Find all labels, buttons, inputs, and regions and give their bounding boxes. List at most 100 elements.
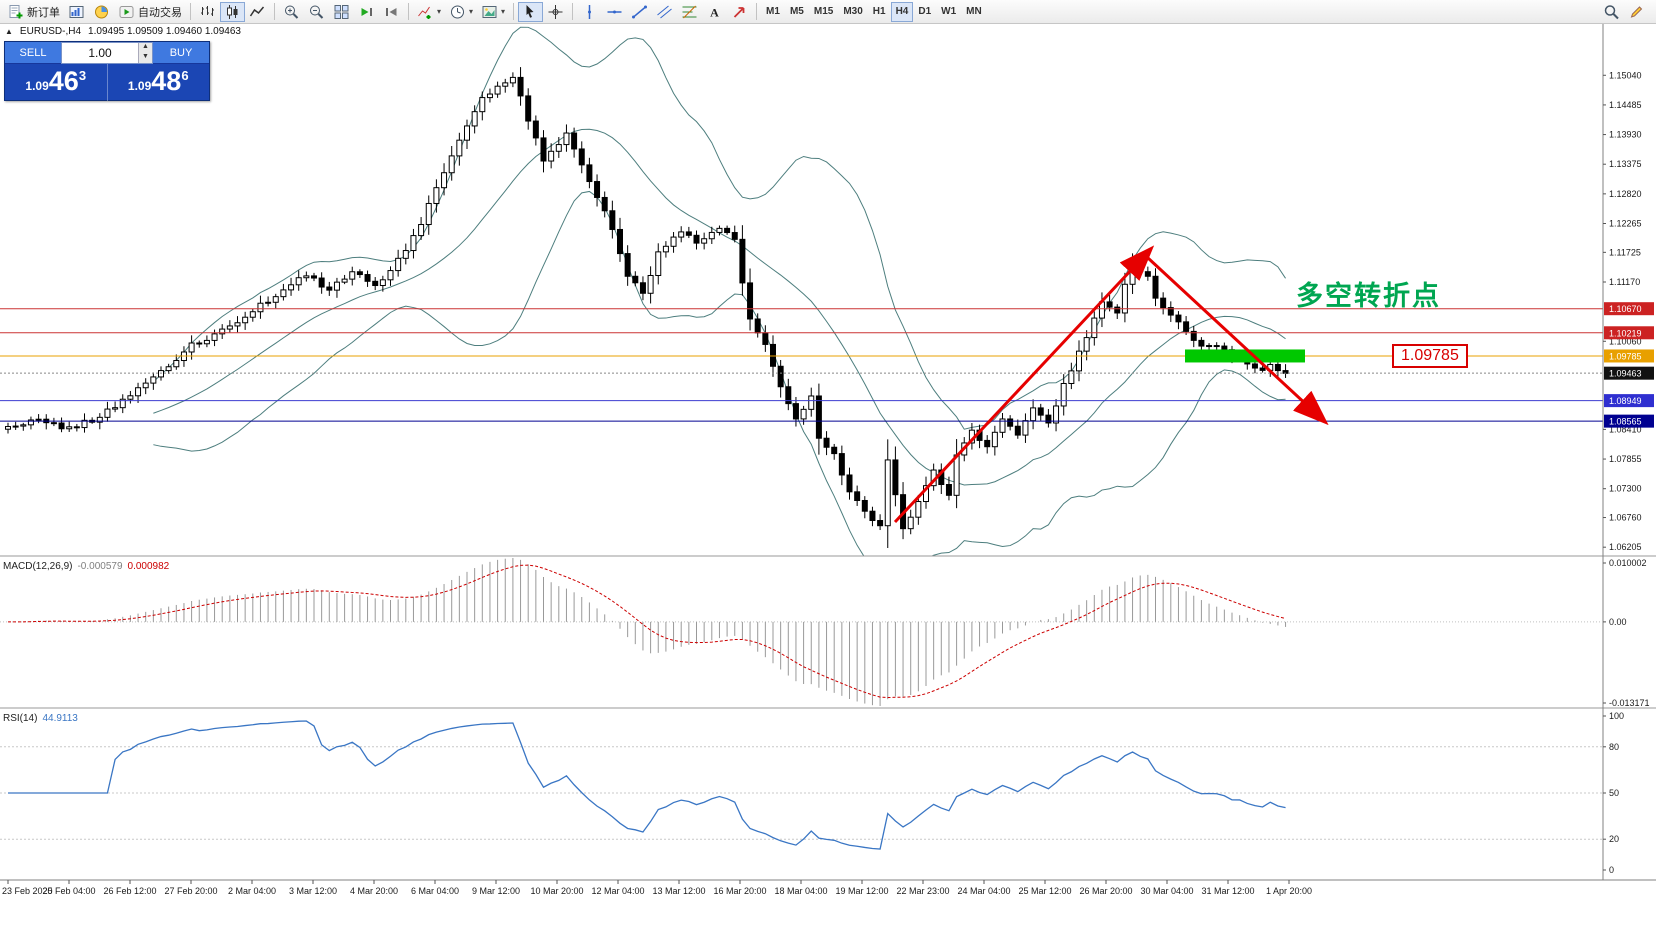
svg-text:31 Mar 12:00: 31 Mar 12:00 (1201, 886, 1254, 896)
fibonacci-icon (681, 4, 698, 20)
new-order-button[interactable]: 新订单 (3, 2, 64, 22)
zoom-in-icon (283, 4, 300, 20)
price-chart[interactable]: 1.15040 1.14485 1.13930 1.13375 1.12820 1.122… (0, 24, 1656, 944)
profiles-button[interactable] (89, 2, 114, 22)
tf-m15[interactable]: M15 (809, 2, 838, 22)
tf-m30[interactable]: M30 (838, 2, 867, 22)
svg-text:1.06205: 1.06205 (1609, 542, 1642, 552)
tf-mn-label: MN (966, 6, 982, 17)
new-order-button-label: 新订单 (27, 6, 60, 19)
volume-stepper: ▲ ▼ (138, 43, 152, 63)
zoom-out-button[interactable] (304, 2, 329, 22)
indicators-menu[interactable]: ▾ (413, 2, 445, 22)
buy-price-base: 1.09 (127, 79, 152, 93)
svg-text:1.08410: 1.08410 (1609, 424, 1642, 434)
tf-h4[interactable]: H4 (890, 1, 914, 22)
hline-icon (606, 4, 623, 20)
price-level-label (1604, 366, 1654, 380)
macd-main-value: -0.000579 (77, 561, 123, 572)
autotrading-button-label: 自动交易 (138, 6, 182, 19)
price-level-label (1604, 326, 1654, 340)
zoom-in-button[interactable] (279, 2, 304, 22)
toolbar-separator (190, 3, 191, 20)
svg-text:25 Mar 12:00: 25 Mar 12:00 (1018, 886, 1071, 896)
svg-text:-0.013171: -0.013171 (1609, 698, 1650, 708)
periods-menu[interactable]: ▾ (445, 2, 477, 22)
price-level-label (1604, 414, 1654, 428)
svg-text:18 Mar 04:00: 18 Mar 04:00 (774, 886, 827, 896)
one-click-trade-panel: SELL ▲ ▼ BUY 1.09463 1.09486 (4, 41, 210, 101)
sell-button[interactable]: SELL (5, 42, 61, 64)
tf-m1[interactable]: M1 (761, 2, 785, 22)
search-button[interactable] (1599, 2, 1624, 22)
macd-name: MACD(12,26,9) (3, 561, 73, 572)
tile-windows-button[interactable] (329, 2, 354, 22)
autotrading-button[interactable]: 自动交易 (114, 2, 186, 22)
vertical-line-button[interactable] (577, 2, 602, 22)
sell-price[interactable]: 1.09463 (5, 64, 108, 101)
bar-chart-button[interactable] (195, 2, 220, 22)
support-zone-rect (1185, 349, 1305, 363)
level-lines (0, 308, 1603, 422)
volume-down-button[interactable]: ▼ (139, 53, 152, 63)
svg-text:13 Mar 12:00: 13 Mar 12:00 (652, 886, 705, 896)
templates-menu[interactable]: ▾ (477, 2, 509, 22)
volume-input[interactable] (62, 43, 138, 63)
search-icon (1603, 4, 1620, 20)
arrows-button[interactable] (727, 2, 752, 22)
tf-d1[interactable]: D1 (913, 2, 936, 22)
quick-edit-button[interactable] (1624, 2, 1649, 22)
chart-shift-button[interactable] (379, 2, 404, 22)
svg-text:4 Mar 20:00: 4 Mar 20:00 (350, 886, 398, 896)
line-chart-button[interactable] (245, 2, 270, 22)
svg-text:1.14485: 1.14485 (1609, 100, 1642, 110)
toolbar-group-draw-tools: A (577, 2, 752, 22)
fibonacci-button[interactable] (677, 2, 702, 22)
trendline-button[interactable] (627, 2, 652, 22)
horizontal-line-button[interactable] (602, 2, 627, 22)
svg-text:26 Mar 20:00: 26 Mar 20:00 (1079, 886, 1132, 896)
toolbar-separator (513, 3, 515, 20)
svg-text:50: 50 (1609, 788, 1619, 798)
svg-text:1.12265: 1.12265 (1609, 219, 1642, 229)
auto-scroll-button[interactable] (354, 2, 379, 22)
toolbar-right-group (1599, 2, 1653, 22)
edit-icon (1628, 4, 1645, 20)
svg-text:9 Mar 12:00: 9 Mar 12:00 (472, 886, 520, 896)
toolbar-separator (274, 3, 275, 20)
channel-button[interactable] (652, 2, 677, 22)
crosshair-button[interactable] (543, 2, 568, 22)
svg-text:24 Mar 04:00: 24 Mar 04:00 (957, 886, 1010, 896)
tf-m5-label: M5 (789, 6, 804, 17)
toolbar-group-zoom (279, 2, 404, 22)
svg-text:0: 0 (1609, 865, 1614, 875)
tf-w1[interactable]: W1 (936, 2, 961, 22)
svg-text:6 Mar 04:00: 6 Mar 04:00 (411, 886, 459, 896)
charts-button[interactable] (64, 2, 89, 22)
collapse-trade-panel-icon[interactable]: ▲ (5, 27, 13, 36)
svg-text:0.010002: 0.010002 (1609, 558, 1647, 568)
caret-down-icon: ▾ (437, 7, 442, 16)
volume-up-button[interactable]: ▲ (139, 43, 152, 53)
candlestick-button[interactable] (220, 1, 245, 22)
tile-windows-icon (333, 4, 350, 20)
buy-price-pips: 48 (151, 66, 182, 96)
tf-mn[interactable]: MN (961, 2, 987, 22)
svg-text:20: 20 (1609, 834, 1619, 844)
cursor-button[interactable] (518, 1, 544, 22)
tf-m1-label: M1 (766, 6, 780, 17)
buy-button[interactable]: BUY (153, 42, 209, 64)
macd-indicator-label: MACD(12,26,9) -0.000579 0.000982 (3, 561, 169, 572)
up-trend-arrow (893, 245, 1155, 524)
down-trend-arrow (1146, 256, 1329, 426)
main-pane (5, 26, 1289, 556)
chart-area: 1.15040 1.14485 1.13930 1.13375 1.12820 1.122… (0, 24, 1656, 944)
price-axis[interactable]: 1.15040 1.14485 1.13930 1.13375 1.12820 1.122… (1603, 70, 1654, 552)
svg-text:30 Mar 04:00: 30 Mar 04:00 (1140, 886, 1193, 896)
tf-h1[interactable]: H1 (868, 2, 891, 22)
text-button[interactable]: A (702, 2, 727, 22)
chart-shift-icon (383, 4, 400, 20)
tf-m5[interactable]: M5 (785, 2, 809, 22)
buy-price[interactable]: 1.09486 (108, 64, 210, 101)
